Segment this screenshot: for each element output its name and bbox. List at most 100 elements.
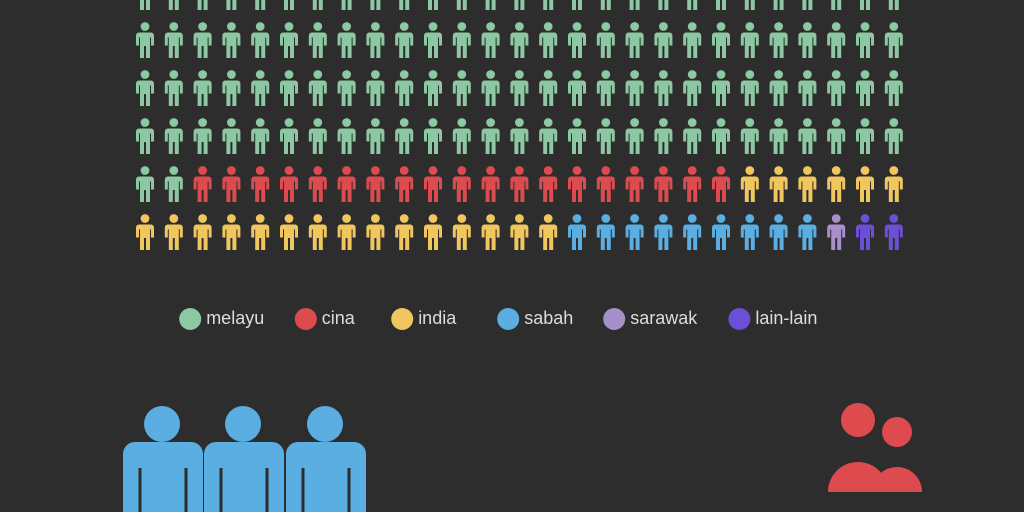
person-icon [251,166,270,202]
person-icon [164,118,183,154]
person-icon [740,118,759,154]
person-icon [683,118,702,154]
person-icon [395,166,414,202]
person-icon [251,0,270,10]
person-icon [222,0,241,10]
person-icon [827,166,846,202]
person-icon [424,0,442,10]
person-icon [193,0,212,10]
person-icon [308,118,327,154]
person-icon [193,70,212,106]
person-icon [683,70,702,106]
person-icon [827,118,846,154]
legend-label: sabah [524,308,573,328]
legend-label: melayu [206,308,264,328]
person-icon [222,166,241,202]
person-icon [366,70,385,106]
legend-swatch [294,308,317,330]
person-icon [337,0,356,10]
person-icon [654,22,673,58]
person-icon [625,70,644,106]
person-icon [136,0,154,10]
person-icon [856,166,874,202]
person-icon [395,0,414,10]
person-icon [251,70,270,106]
person-icon [539,118,558,154]
person-icon [740,214,759,250]
person-icon [136,118,154,154]
person-icon [568,22,586,58]
person-icon [251,214,270,250]
person-icon [884,70,903,106]
legend-swatch [391,308,414,330]
person-icon [510,166,529,202]
person-icon [510,214,529,250]
person-icon [769,0,788,10]
person-icon [712,118,730,154]
person-icon [683,22,702,58]
legend-swatch [603,308,626,330]
person-icon [596,118,615,154]
person-icon [827,70,846,106]
person-icon [625,0,644,10]
person-icon [280,0,298,10]
person-icon [424,214,442,250]
person-icon [452,0,471,10]
person-icon [596,70,615,106]
person-icon [712,22,730,58]
person-icon [222,118,241,154]
person-icon [740,166,759,202]
person-icon [136,166,154,202]
person-icon [884,22,903,58]
person-icon [568,0,586,10]
legend-swatch [728,308,751,330]
person-icon [539,70,558,106]
person-icon [136,70,154,106]
person-icon [856,70,874,106]
person-icon [740,0,759,10]
person-icon [712,166,730,202]
person-icon [424,70,442,106]
person-icon [366,214,385,250]
person-icon [395,70,414,106]
person-icon [337,70,356,106]
person-icon [337,118,356,154]
person-icon [798,22,817,58]
person-icon [798,70,817,106]
person-icon [222,22,241,58]
legend-label: india [418,308,457,328]
person-icon [712,70,730,106]
person-icon [395,22,414,58]
person-icon [683,166,702,202]
person-icon [452,22,471,58]
person-icon [568,118,586,154]
person-icon [654,214,673,250]
person-icon [452,70,471,106]
person-icon [280,22,298,58]
person-icon [308,22,327,58]
person-icon [596,22,615,58]
person-icon [539,0,558,10]
person-icon [366,0,385,10]
person-icon [193,166,212,202]
person-icon [856,22,874,58]
legend-label: sarawak [630,308,698,328]
person-icon [136,22,154,58]
person-icon [481,214,500,250]
person-icon [510,70,529,106]
person-icon [337,22,356,58]
person-icon [308,166,327,202]
person-icon [712,214,730,250]
person-icon [366,166,385,202]
person-icon [510,22,529,58]
person-icon [366,118,385,154]
person-icon [827,0,846,10]
person-icon [193,22,212,58]
person-icon [827,214,846,250]
person-icon [769,166,788,202]
legend-label: cina [322,308,356,328]
person-icon [280,214,298,250]
person-icon [856,0,874,10]
